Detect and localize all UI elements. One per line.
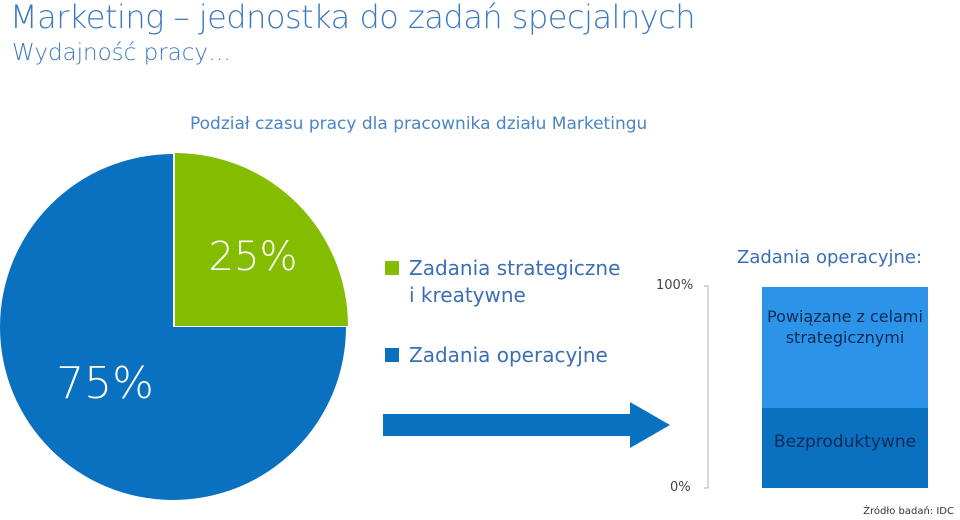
legend-swatch-blue <box>385 348 399 362</box>
bar-segment-unproductive <box>762 407 928 488</box>
pie-label-operational: 75% <box>56 358 154 409</box>
pie-chart-title: Podział czasu pracy dla pracownika dział… <box>190 114 648 134</box>
legend-swatch-green <box>385 261 399 275</box>
bar-axis <box>704 285 709 489</box>
source-note: Źródło badań: IDC <box>863 506 954 517</box>
legend-label-operational: Zadania operacyjne <box>409 343 608 367</box>
bar-label-unproductive: Bezproduktywne <box>773 432 917 452</box>
arrow-icon <box>383 402 670 448</box>
pie-label-strategic: 25% <box>209 234 298 280</box>
axis-tick-100: 100% <box>656 278 694 293</box>
axis-tick-0: 0% <box>670 480 691 495</box>
page-title: Marketing – jednostka do zadań specjalny… <box>10 0 696 36</box>
bar-segment-strategic-related <box>762 287 928 408</box>
bar-chart-title: Zadania operacyjne: <box>737 247 923 268</box>
legend-label-strategic: Zadania strategiczne i kreatywne <box>409 256 621 307</box>
page-subtitle: Wydajność pracy… <box>12 40 232 66</box>
pie-slice-strategic <box>175 153 348 326</box>
legend-item-strategic: Zadania strategiczne i kreatywne <box>385 255 625 309</box>
pie-slice-operational <box>0 154 346 500</box>
bar-label-strategic-related: Powiązane z celami strategicznymi <box>767 307 923 347</box>
legend-item-operational: Zadania operacyjne <box>385 342 645 369</box>
